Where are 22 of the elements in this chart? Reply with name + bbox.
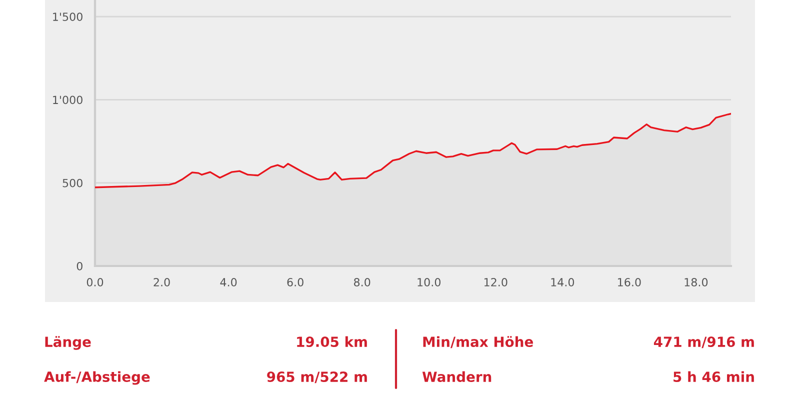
text: 5 h 46 min [674,371,754,382]
text: Länge [45,336,91,350]
text: Min/max Höhe [423,336,533,348]
x-tick-label: 8.0 [354,278,370,286]
x-tick-label: 2.0 [154,278,170,286]
text: 471 m/916 m [654,336,754,348]
x-tick-label: 4.0 [220,278,237,286]
y-tick-label: 0 [76,262,82,270]
x-tick-label: 18.0 [684,278,708,286]
x-tick-label: 16.0 [618,278,641,286]
x-tick-label: 10.0 [418,278,440,286]
text: 19.05 km [297,336,367,348]
y-tick-label: 1'500 [53,12,82,22]
x-tick-label: 14.0 [551,278,574,286]
x-tick-label: 12.0 [484,278,508,286]
text: Auf-/Abstiege [44,371,150,385]
y-tick-label: 1'000 [53,96,82,104]
y-tick-label: 500 [62,178,82,188]
x-tick-label: 0.0 [86,278,104,286]
x-tick-label: 6.0 [287,278,304,286]
text: Wandern [422,371,492,382]
text: 965 m/522 m [267,372,367,384]
